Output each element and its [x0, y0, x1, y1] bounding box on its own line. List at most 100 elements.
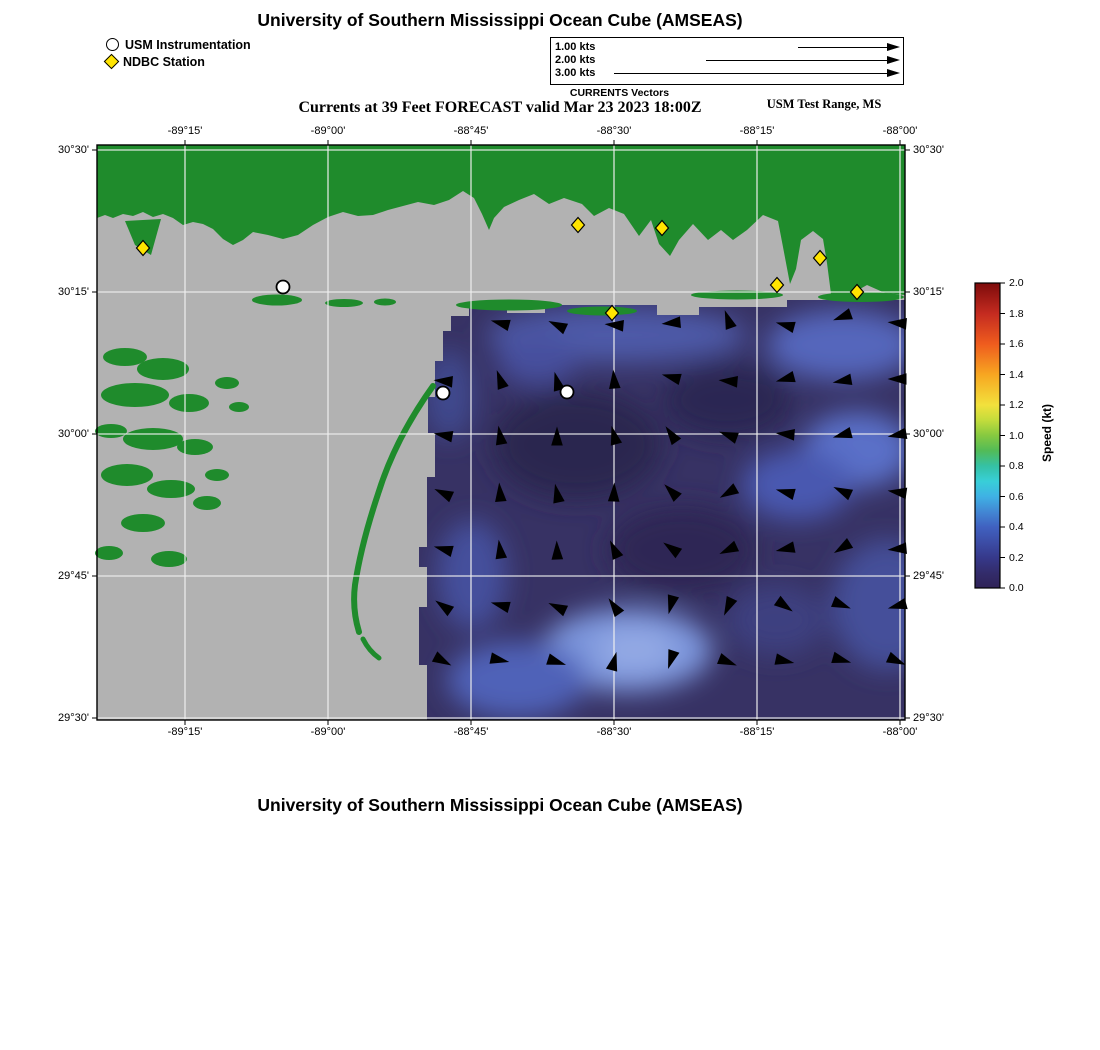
current-vector-arrow — [887, 542, 907, 554]
x-axis-tick-label: -88°30' — [596, 125, 632, 137]
ndbc-legend-label: NDBC Station — [123, 54, 205, 69]
vector-scale-arrowhead-icon — [887, 43, 900, 51]
current-vector-arrow — [719, 431, 739, 444]
colorbar: 2.0 1.8 1.6 1.4 1.2 1.0 0.8 0.6 0.4 0.2 0.0 — [974, 277, 1070, 594]
current-vector-arrow — [608, 598, 625, 618]
colorbar-tick-label: 1.0 — [1009, 429, 1024, 442]
usm-legend-label: USM Instrumentation — [125, 37, 251, 52]
current-vector-arrow — [495, 425, 508, 446]
chandeleur-islands-south — [360, 636, 382, 661]
y-axis-tick-label: 30°15' — [913, 286, 944, 298]
colorbar-tick-label: 1.6 — [1009, 338, 1024, 350]
ocean-speed-patch — [767, 310, 905, 380]
colorbar-tick-label: 0.6 — [1009, 490, 1024, 503]
colorbar-tick-label: 0.0 — [1009, 582, 1024, 594]
current-vector-arrow — [832, 426, 853, 439]
x-axis-tick-label: -88°15' — [739, 125, 775, 137]
current-vector-arrow — [665, 426, 682, 446]
x-axis-tick-label: -88°00' — [882, 125, 918, 137]
vector-scale-line — [705, 60, 890, 62]
current-vector-arrow — [724, 310, 737, 330]
y-axis-tick-label: 29°45' — [913, 570, 944, 582]
current-vector-arrow — [887, 373, 907, 385]
current-vector-arrow — [774, 653, 795, 665]
x-axis-tick-label: -89°00' — [310, 726, 346, 738]
land-layer — [95, 145, 905, 661]
axis-tick-marks — [92, 140, 910, 725]
current-vector-arrow — [668, 649, 680, 670]
ocean-speed-patch — [662, 362, 792, 438]
y-axis-ticks-left: 30°30' 30°15' 30°00' 29°45' 29°30' — [37, 144, 89, 724]
x-axis-tick-label: -88°45' — [453, 726, 489, 738]
current-vector-arrow — [832, 373, 853, 386]
y-axis-tick-label: 30°30' — [58, 144, 89, 156]
current-vector-arrow — [719, 483, 740, 498]
colorbar-tick-label: 0.4 — [1009, 521, 1024, 533]
west-peninsula — [125, 219, 161, 255]
current-vector-arrow — [775, 541, 796, 553]
y-axis-tick-label: 30°30' — [913, 144, 944, 156]
current-vector-arrow — [887, 427, 908, 440]
colorbar-tick-label: 0.8 — [1009, 460, 1024, 472]
vector-scale-arrowhead-icon — [887, 56, 900, 64]
current-vector-arrow — [718, 376, 738, 388]
map-canvas — [92, 140, 910, 725]
x-axis-tick-label: -89°00' — [310, 125, 346, 137]
colorbar-tick-label: 1.8 — [1009, 307, 1024, 320]
vector-scale-label: 2.00 kts — [555, 53, 596, 66]
y-axis-ticks-right: 30°30' 30°15' 30°00' 29°45' 29°30' — [913, 144, 965, 724]
current-vector-arrow — [553, 483, 565, 504]
marker-legend: USM Instrumentation NDBC Station — [103, 36, 251, 70]
current-vectors-layer — [431, 308, 908, 672]
barrier-island — [252, 294, 302, 306]
forecast-subtitle: Currents at 39 Feet FORECAST valid Mar 2… — [298, 99, 702, 116]
barrier-island — [567, 306, 637, 316]
colorbar-tick-label: 0.2 — [1009, 551, 1024, 564]
current-vector-arrow — [833, 538, 854, 554]
current-vector-arrow — [490, 319, 511, 332]
current-vector-arrow — [605, 651, 618, 672]
current-vector-arrow — [775, 429, 795, 441]
current-vector-arrow — [604, 320, 624, 332]
y-axis-tick-label: 29°45' — [58, 570, 89, 582]
current-vector-arrow — [489, 652, 510, 664]
current-vector-arrow — [831, 651, 852, 663]
current-vector-arrow — [495, 539, 508, 560]
footer-title: University of Southern Mississippi Ocean… — [257, 795, 743, 815]
current-vector-arrow — [831, 596, 851, 609]
barrier-island — [325, 299, 363, 307]
y-axis-tick-label: 30°00' — [58, 428, 89, 440]
region-label: USM Test Range, MS — [766, 97, 882, 111]
ndbc-station-marker — [849, 283, 865, 301]
current-vector-arrow — [495, 482, 507, 502]
x-axis-ticks-top: -89°15' -89°00' -88°45' -88°30' -88°15' -88°0… — [97, 125, 918, 139]
colorbar-tick-label: 1.2 — [1009, 399, 1024, 411]
ocean-speed-patch — [492, 390, 662, 500]
ndbc-station-marker — [654, 219, 670, 237]
current-vector-arrow — [887, 318, 907, 330]
usm-station-marker — [275, 279, 291, 295]
colorbar-gradient — [974, 282, 1005, 589]
x-axis-tick-label: -89°15' — [167, 125, 203, 137]
vector-scale-label: 3.00 kts — [555, 66, 596, 79]
marsh-islands — [95, 348, 249, 567]
current-vector-arrow — [775, 488, 796, 501]
x-axis-tick-label: -88°30' — [596, 726, 632, 738]
current-vector-arrow — [723, 595, 738, 616]
vector-scale-line — [614, 73, 890, 75]
x-axis-tick-label: -88°45' — [453, 125, 489, 137]
x-axis-tick-label: -89°15' — [167, 726, 203, 738]
x-axis-tick-label: -88°15' — [739, 726, 775, 738]
current-vector-arrow — [431, 651, 452, 666]
current-vector-arrow — [717, 653, 737, 666]
ocean-speed-patch — [607, 505, 757, 595]
current-vector-arrow — [887, 597, 908, 610]
current-vector-arrow — [433, 430, 454, 443]
ocean-speed-patch — [497, 335, 577, 385]
ocean-speed-patch — [742, 450, 852, 520]
current-vector-arrow — [433, 376, 453, 388]
page-title: University of Southern Mississippi Ocean… — [257, 10, 743, 30]
current-vector-arrow — [548, 320, 569, 335]
vector-scale-line — [798, 47, 890, 49]
current-vector-arrow — [661, 373, 682, 386]
